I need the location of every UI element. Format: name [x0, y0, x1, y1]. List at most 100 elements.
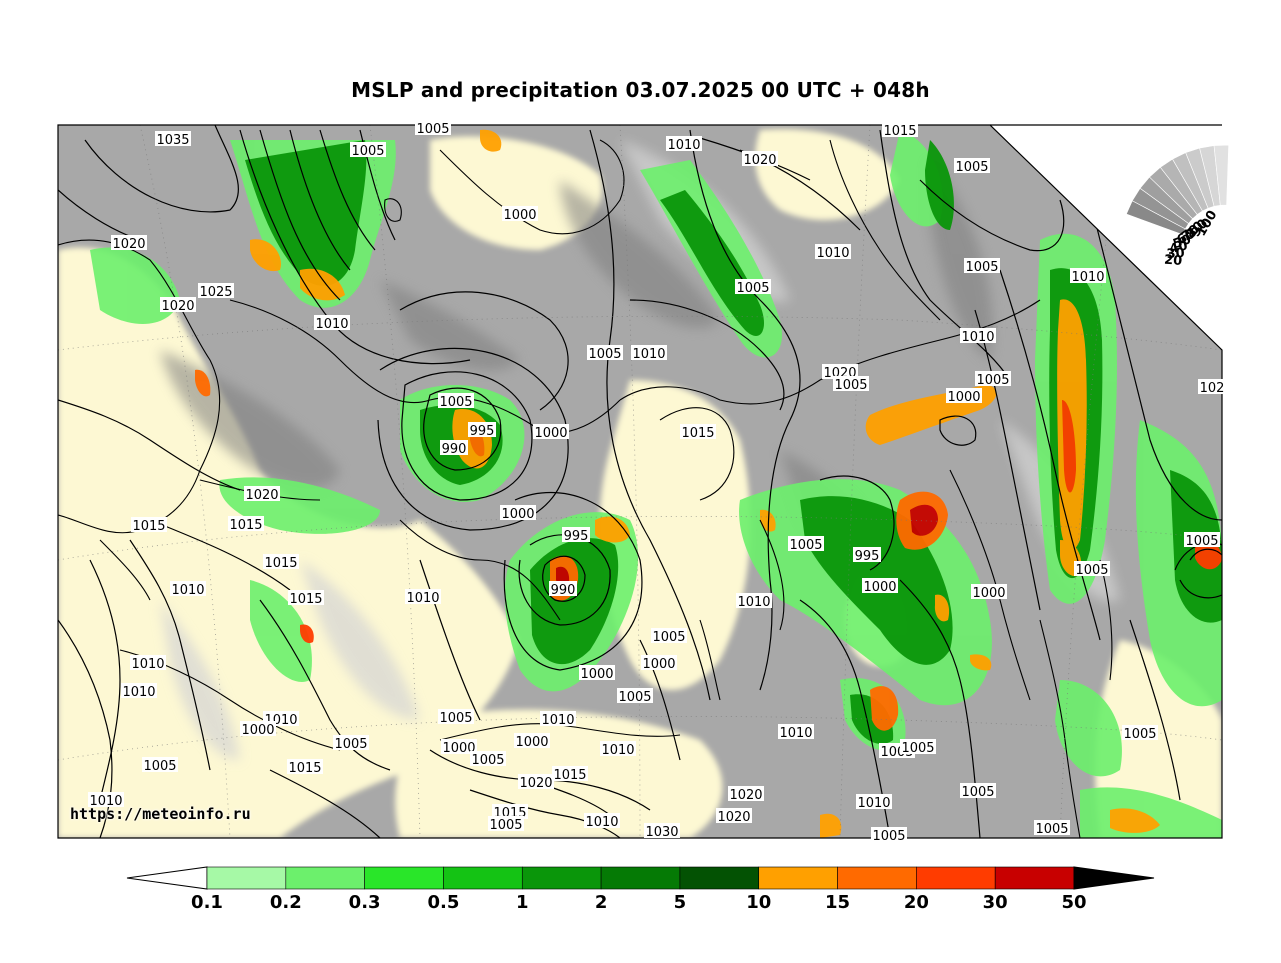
isobar-value-label: 1000	[514, 733, 550, 750]
isobar-value-label: 1035	[155, 131, 191, 148]
svg-text:1010: 1010	[816, 246, 849, 261]
legend-color-bin	[443, 866, 523, 890]
isobar-value-label: 1000	[641, 655, 677, 672]
isobar-value-label: 1020	[728, 786, 764, 803]
isobar-value-label: 1010	[121, 683, 157, 700]
isobar-value-label: 1000	[533, 424, 569, 441]
isobar-value-label: 1010	[856, 794, 892, 811]
svg-text:1000: 1000	[580, 667, 613, 682]
precip-heavy	[195, 129, 1222, 838]
isobar-value-label: 995	[562, 527, 590, 544]
svg-text:1000: 1000	[642, 657, 675, 672]
source-watermark: https://meteoinfo.ru	[70, 805, 251, 823]
svg-text:1015: 1015	[288, 761, 321, 776]
isobar-value-label: 1010	[600, 741, 636, 758]
svg-text:1005: 1005	[618, 690, 651, 705]
isobar-value-label: 1000	[579, 665, 615, 682]
svg-text:995: 995	[564, 529, 589, 544]
isobar-value-label: 1015	[287, 759, 323, 776]
svg-text:1015: 1015	[681, 426, 714, 441]
isobar-value-label: 1010	[584, 813, 620, 830]
isobar-value-label: 1010	[88, 792, 124, 809]
isobar-value-label: 1005	[651, 628, 687, 645]
isobar-value-label: 1010	[314, 315, 350, 332]
svg-text:1005: 1005	[965, 260, 998, 275]
map-field	[58, 125, 1222, 838]
svg-text:1005: 1005	[334, 737, 367, 752]
svg-text:1020: 1020	[729, 788, 762, 803]
isobar-value-label: 1025	[198, 283, 234, 300]
isobar-value-label: 1015	[552, 766, 588, 783]
legend-color-bin	[679, 866, 760, 890]
svg-text:1015: 1015	[229, 518, 262, 533]
isobar-value-label: 1015	[288, 590, 324, 607]
legend-tick-label: 2	[594, 892, 608, 913]
isobar-value-label: 1005	[975, 371, 1011, 388]
svg-text:1005: 1005	[439, 395, 472, 410]
svg-text:1005: 1005	[901, 741, 934, 756]
isobar-value-label: 1005	[900, 739, 936, 756]
isobar-value-label: 1005	[954, 158, 990, 175]
svg-text:1010: 1010	[131, 657, 164, 672]
isobar-value-label: 1005	[1034, 820, 1070, 837]
svg-text:1010: 1010	[857, 796, 890, 811]
svg-text:1020: 1020	[519, 776, 552, 791]
map-frame	[57, 124, 1223, 839]
legend-tick-label: 10	[746, 892, 772, 913]
isobar-value-label: 1010	[960, 328, 996, 345]
isobar-value-label: 1005	[1122, 725, 1158, 742]
svg-text:1000: 1000	[972, 586, 1005, 601]
isobar-value-label: 1015	[882, 122, 918, 139]
svg-text:1015: 1015	[132, 519, 165, 534]
svg-text:1005: 1005	[351, 144, 384, 159]
svg-text:1010: 1010	[122, 685, 155, 700]
svg-text:1000: 1000	[241, 723, 274, 738]
svg-text:1010: 1010	[541, 713, 574, 728]
isobar-value-label: 995	[468, 422, 496, 439]
isobar-labels: 1035100510051000101010201015100510201025…	[88, 120, 1226, 844]
isobar-value-label: 1010	[736, 593, 772, 610]
isobar-value-label: 1010	[170, 581, 206, 598]
svg-text:1010: 1010	[667, 138, 700, 153]
isobar-value-label: 1020	[244, 486, 280, 503]
cloud-scale-label: 30	[1166, 246, 1185, 262]
svg-text:995: 995	[855, 549, 880, 564]
isobar-value-label: 1000	[946, 388, 982, 405]
svg-text:1005: 1005	[834, 378, 867, 393]
isobar-value-label: 1005	[788, 536, 824, 553]
legend-color-bin	[916, 866, 996, 890]
isobar-value-label: 1010	[778, 724, 814, 741]
isobar-value-label: 1000	[500, 505, 536, 522]
svg-text:1010: 1010	[171, 583, 204, 598]
svg-text:1000: 1000	[947, 390, 980, 405]
legend-color-bin	[364, 866, 444, 890]
svg-text:1020: 1020	[245, 488, 278, 503]
svg-text:1000: 1000	[442, 741, 475, 756]
svg-text:1000: 1000	[501, 507, 534, 522]
isobar-value-label: 1010	[815, 244, 851, 261]
graticule	[58, 125, 1222, 838]
legend-under-arrow	[126, 866, 208, 890]
legend-tick-label: 0.3	[348, 892, 381, 913]
legend-color-bin	[206, 866, 287, 890]
svg-text:1005: 1005	[416, 122, 449, 137]
isobar-value-label: 1015	[680, 424, 716, 441]
svg-text:1010: 1010	[89, 794, 122, 809]
isobar-value-label: 1000	[862, 578, 898, 595]
map-title: MSLP and precipitation 03.07.2025 00 UTC…	[351, 78, 930, 102]
svg-text:1000: 1000	[515, 735, 548, 750]
svg-text:1010: 1010	[315, 317, 348, 332]
isobar-value-label: 1005	[333, 735, 369, 752]
isobar-value-label: 1005	[470, 751, 506, 768]
svg-text:1025: 1025	[199, 285, 232, 300]
isobar-value-label: 1000	[240, 721, 276, 738]
svg-text:1015: 1015	[264, 556, 297, 571]
svg-text:990: 990	[442, 442, 467, 457]
svg-text:1020: 1020	[743, 153, 776, 168]
isobar-value-label: 1010	[1070, 268, 1106, 285]
svg-text:1005: 1005	[1185, 534, 1218, 549]
isobar-value-label: 1010	[405, 589, 441, 606]
isobar-value-label: 1005	[438, 709, 474, 726]
svg-text:1005: 1005	[872, 829, 905, 844]
